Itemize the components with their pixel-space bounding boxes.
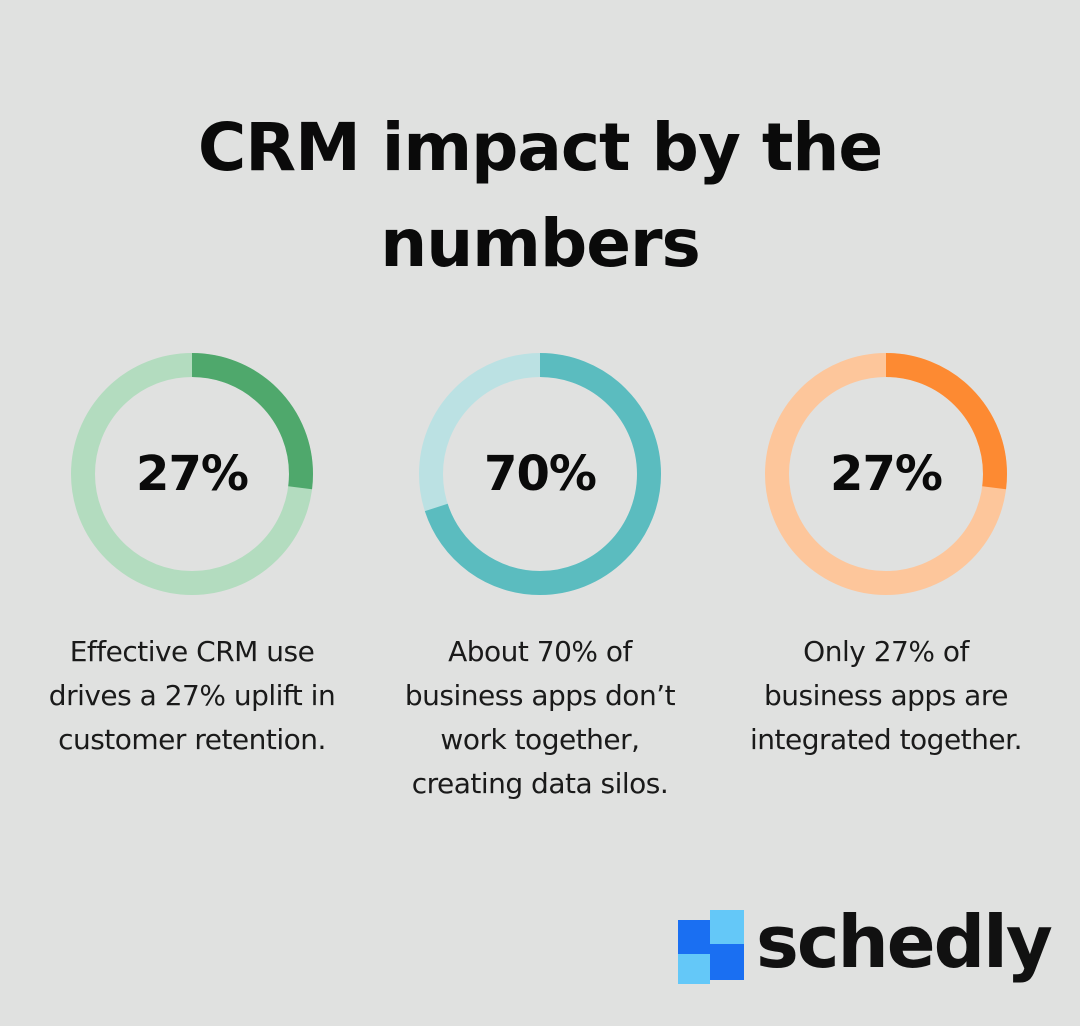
title-line-2: numbers: [380, 205, 701, 282]
title-line-1: CRM impact by the: [197, 109, 883, 186]
caption-line: Only 27% of: [803, 635, 969, 668]
stat-caption: Only 27% of business apps are integrated…: [721, 630, 1051, 762]
caption-line: business apps don’t: [404, 679, 676, 712]
logo-mark-icon: [678, 910, 744, 984]
donut-svg: [765, 353, 1007, 595]
caption-line: customer retention.: [58, 723, 326, 756]
donut-value: 27%: [830, 446, 943, 502]
donut-chart: 27%: [70, 352, 314, 596]
caption-line: About 70% of: [448, 635, 632, 668]
stat-caption: Effective CRM use drives a 27% uplift in…: [27, 630, 357, 762]
stat-card-customer-retention: 27% Effective CRM use drives a 27% uplif…: [27, 352, 357, 762]
stat-caption: About 70% of business apps don’t work to…: [375, 630, 705, 806]
page-title: CRM impact by the numbers: [0, 100, 1080, 292]
stat-card-integrated-apps: 27% Only 27% of business apps are integr…: [721, 352, 1051, 762]
donut-chart: 70%: [418, 352, 662, 596]
caption-line: Effective CRM use: [69, 635, 315, 668]
brand-logo: schedly: [678, 900, 1058, 986]
caption-line: creating data silos.: [411, 767, 669, 800]
caption-line: integrated together.: [750, 723, 1022, 756]
donut-svg: [419, 353, 661, 595]
donut-svg: [71, 353, 313, 595]
caption-line: business apps are: [764, 679, 1008, 712]
stat-card-disconnected-apps: 70% About 70% of business apps don’t wor…: [375, 352, 705, 806]
donut-value: 70%: [484, 446, 597, 502]
caption-line: drives a 27% uplift in: [48, 679, 336, 712]
donut-highlight-arc: [765, 353, 1007, 595]
donut-value: 27%: [136, 446, 249, 502]
donut-chart: 27%: [764, 352, 1008, 596]
donut-highlight-arc: [419, 353, 661, 595]
donut-highlight-arc: [71, 353, 313, 595]
caption-line: work together,: [440, 723, 640, 756]
brand-name: schedly: [756, 900, 1053, 984]
